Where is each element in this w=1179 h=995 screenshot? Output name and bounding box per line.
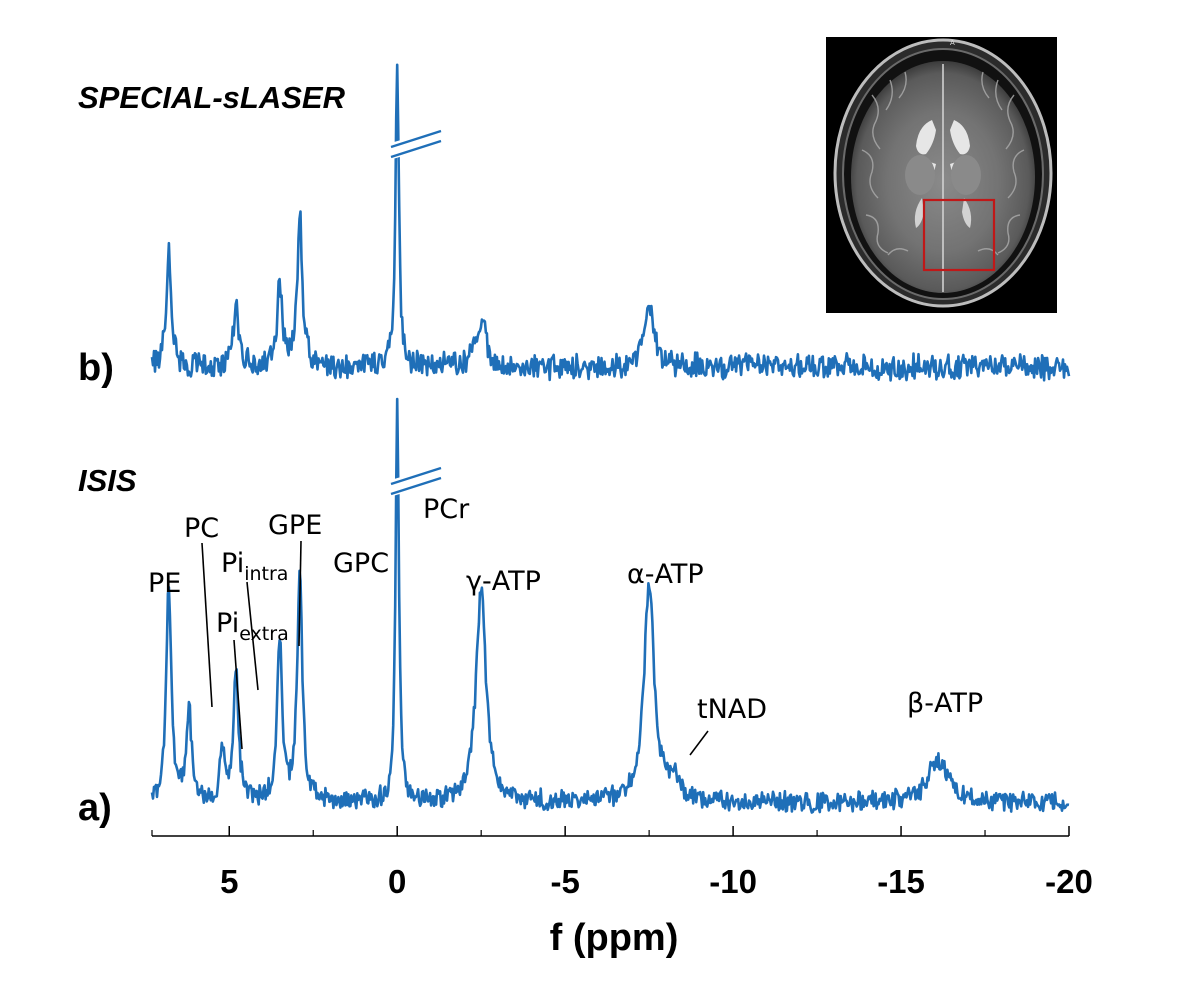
annotation-pc: PC bbox=[184, 513, 219, 544]
x-tick-label: -20 bbox=[1045, 863, 1093, 900]
leader-tnad bbox=[689, 730, 709, 756]
mri-thalamus-left bbox=[905, 155, 935, 195]
mri-orientation-marker: A bbox=[950, 39, 955, 47]
spectrum-a-line bbox=[150, 397, 1070, 814]
panel-a-label: a) bbox=[78, 787, 112, 829]
annotation-gpe: GPE bbox=[268, 510, 322, 541]
spectrum-b-line bbox=[150, 63, 1071, 382]
annotation-pi-intra-sub: intra bbox=[244, 563, 288, 585]
annotation-tnad: tNAD bbox=[697, 694, 767, 725]
panel-b-title: SPECIAL-sLASER bbox=[78, 80, 346, 115]
x-axis-label: f (ppm) bbox=[550, 917, 679, 959]
x-tick-label: -5 bbox=[550, 863, 579, 900]
annotations: PE PC Piintra Piextra GPE GPC PCr γ-ATP … bbox=[148, 494, 983, 725]
annotation-gamma-atp: γ-ATP bbox=[466, 566, 541, 597]
annotation-pi-intra-main: Pi bbox=[221, 548, 244, 579]
panel-a-title: ISIS bbox=[78, 463, 137, 498]
annotation-pi-extra: Piextra bbox=[216, 608, 289, 645]
x-tick-label: 0 bbox=[388, 863, 406, 900]
annotation-pe: PE bbox=[148, 568, 181, 599]
annotation-alpha-atp: α-ATP bbox=[627, 559, 704, 590]
mri-thalamus-right bbox=[951, 155, 981, 195]
panel-b-label: b) bbox=[78, 347, 114, 389]
leader-pi-extra bbox=[233, 639, 243, 750]
annotation-leaders bbox=[201, 540, 709, 756]
axis-break-a bbox=[388, 466, 444, 496]
mri-gyri bbox=[861, 71, 1025, 256]
leader-gpe bbox=[298, 540, 302, 647]
x-tick-label: 5 bbox=[220, 863, 238, 900]
annotation-gpc: GPC bbox=[333, 548, 389, 579]
annotation-pi-extra-main: Pi bbox=[216, 608, 239, 639]
axis-break-b bbox=[388, 129, 444, 159]
x-axis: 5 0 -5 -10 -15 -20 bbox=[151, 826, 1093, 900]
annotation-pi-intra: Piintra bbox=[221, 548, 288, 585]
mri-roi-box bbox=[922, 198, 996, 272]
leader-pi-intra bbox=[246, 581, 259, 691]
leader-pc bbox=[201, 542, 213, 708]
annotation-pi-extra-sub: extra bbox=[239, 623, 289, 645]
annotation-pcr: PCr bbox=[423, 494, 470, 525]
mri-inset: A bbox=[826, 37, 1057, 313]
x-tick-label: -10 bbox=[709, 863, 757, 900]
annotation-beta-atp: β-ATP bbox=[907, 688, 983, 719]
x-tick-label: -15 bbox=[877, 863, 925, 900]
